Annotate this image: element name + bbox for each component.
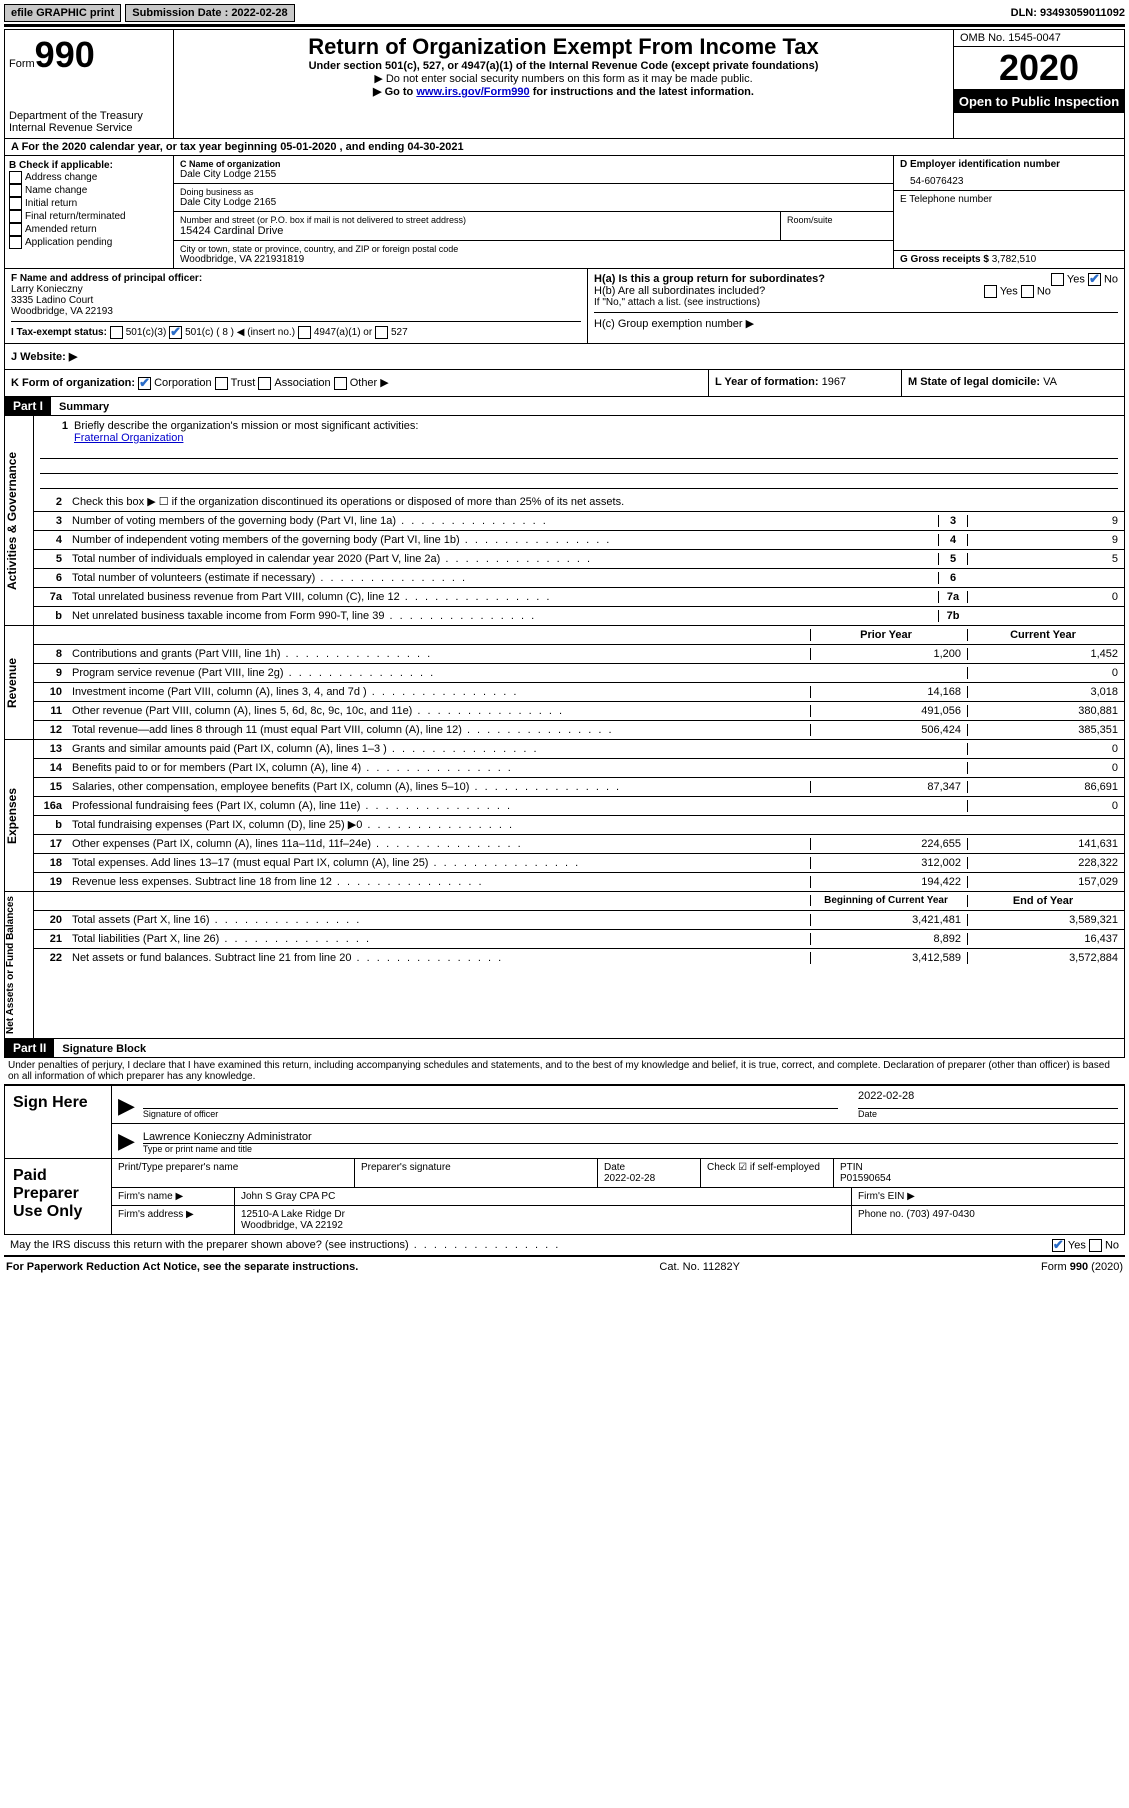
form-subtitle-1: Under section 501(c), 527, or 4947(a)(1)… [184, 60, 943, 72]
gross-receipts: 3,782,510 [992, 254, 1037, 265]
page-footer: For Paperwork Reduction Act Notice, see … [4, 1257, 1125, 1277]
sign-arrow-icon: ▶ [118, 1093, 135, 1119]
part-ii-header: Part IISignature Block [4, 1039, 1125, 1058]
submission-date-button[interactable]: Submission Date : 2022-02-28 [125, 4, 294, 22]
form-subtitle-2: ▶ Do not enter social security numbers o… [184, 72, 943, 85]
efile-print-button[interactable]: efile GRAPHIC print [4, 4, 121, 22]
topbar: efile GRAPHIC print Submission Date : 20… [4, 4, 1125, 22]
dept-label: Department of the Treasury Internal Reve… [9, 110, 169, 134]
divider [4, 24, 1125, 27]
section-bcd: B Check if applicable: Address change Na… [4, 156, 1125, 269]
firm-phone: Phone no. (703) 497-0430 [852, 1206, 1124, 1234]
form-header: Form990 Department of the Treasury Inter… [4, 29, 1125, 139]
year-formation: 1967 [822, 376, 846, 388]
org-name: Dale City Lodge 2155 [180, 169, 887, 180]
tax-status-501c-checkbox[interactable] [169, 326, 182, 339]
tax-year: 2020 [954, 47, 1124, 90]
inspection-label: Open to Public Inspection [954, 90, 1124, 113]
ein-value: 54-6076423 [900, 170, 1118, 187]
corporation-checkbox[interactable] [138, 377, 151, 390]
dln-label: DLN: 93493059011092 [1011, 7, 1125, 19]
signature-block: Sign Here ▶ Signature of officer 2022-02… [4, 1084, 1125, 1235]
part-i-revenue: Revenue Prior YearCurrent Year 8Contribu… [4, 626, 1125, 740]
part-i-governance: Activities & Governance 1Briefly describ… [4, 416, 1125, 626]
row-j-website: J Website: ▶ [4, 344, 1125, 370]
officer-name-title: Lawrence Konieczny Administrator [143, 1131, 1118, 1144]
city-state-zip: Woodbridge, VA 221931819 [180, 254, 887, 265]
row-f-i-h: F Name and address of principal officer:… [4, 269, 1125, 344]
box-c: C Name of organization Dale City Lodge 2… [174, 156, 894, 268]
row-klm: K Form of organization: Corporation Trus… [4, 370, 1125, 397]
omb-number: OMB No. 1545-0047 [954, 30, 1124, 47]
dba-name: Dale City Lodge 2165 [180, 197, 887, 208]
firm-address-1: 12510-A Lake Ridge Dr [241, 1209, 845, 1220]
form-number: 990 [35, 34, 95, 75]
sign-arrow-icon-2: ▶ [118, 1128, 135, 1154]
sign-date: 2022-02-28 [858, 1090, 1118, 1109]
part-i-netassets: Net Assets or Fund Balances Beginning of… [4, 892, 1125, 1039]
state-domicile: VA [1043, 376, 1057, 388]
street-address: 15424 Cardinal Drive [180, 225, 774, 237]
part-i-header: Part ISummary [4, 397, 1125, 416]
form-ref: Form 990 (2020) [1041, 1261, 1123, 1273]
form-word: Form [9, 58, 35, 70]
form-subtitle-3: ▶ Go to www.irs.gov/Form990 for instruct… [184, 85, 943, 98]
discuss-yes-checkbox[interactable] [1052, 1239, 1065, 1252]
firm-name: John S Gray CPA PC [235, 1188, 852, 1205]
perjury-declaration: Under penalties of perjury, I declare th… [4, 1058, 1125, 1084]
group-return-no-checkbox[interactable] [1088, 273, 1101, 286]
part-i-expenses: Expenses 13Grants and similar amounts pa… [4, 740, 1125, 892]
row-a-tax-year: A For the 2020 calendar year, or tax yea… [4, 139, 1125, 156]
form990-link[interactable]: www.irs.gov/Form990 [416, 86, 529, 98]
box-d-e-g: D Employer identification number 54-6076… [894, 156, 1124, 268]
box-b: B Check if applicable: Address change Na… [5, 156, 174, 268]
mission-link[interactable]: Fraternal Organization [74, 432, 183, 444]
discuss-row: May the IRS discuss this return with the… [4, 1235, 1125, 1257]
firm-address-2: Woodbridge, VA 22192 [241, 1220, 845, 1231]
officer-name: Larry Konieczny [11, 284, 581, 295]
form-title: Return of Organization Exempt From Incom… [184, 34, 943, 60]
